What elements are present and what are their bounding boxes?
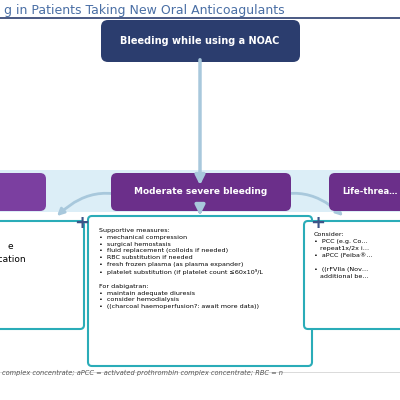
Text: Moderate severe bleeding: Moderate severe bleeding (134, 188, 268, 196)
Text: g in Patients Taking New Oral Anticoagulants: g in Patients Taking New Oral Anticoagul… (4, 4, 285, 17)
FancyBboxPatch shape (111, 173, 291, 211)
Text: Supportive measures:
•  mechanical compression
•  surgical hemostasis
•  fluid r: Supportive measures: • mechanical compre… (99, 228, 263, 309)
FancyBboxPatch shape (0, 173, 46, 211)
FancyBboxPatch shape (88, 216, 312, 366)
Text: Consider:
•  PCC (e.g. Co…
   repeat1x/2x i…
•  aPCC (Feiba®…

•  ((rFVIIa (Nov…: Consider: • PCC (e.g. Co… repeat1x/2x i…… (314, 232, 373, 279)
Text: Bleeding while using a NOAC: Bleeding while using a NOAC (120, 36, 280, 46)
Text: +: + (74, 214, 90, 232)
Text: Life-threa…: Life-threa… (342, 188, 398, 196)
FancyBboxPatch shape (304, 221, 400, 329)
Text: +: + (310, 214, 326, 232)
Text: e
ication: e ication (0, 242, 25, 264)
FancyBboxPatch shape (0, 221, 84, 329)
FancyBboxPatch shape (329, 173, 400, 211)
FancyBboxPatch shape (101, 20, 300, 62)
FancyBboxPatch shape (0, 170, 400, 212)
Text: complex concentrate; aPCC = activated prothrombin complex concentrate; RBC = n: complex concentrate; aPCC = activated pr… (2, 370, 283, 376)
